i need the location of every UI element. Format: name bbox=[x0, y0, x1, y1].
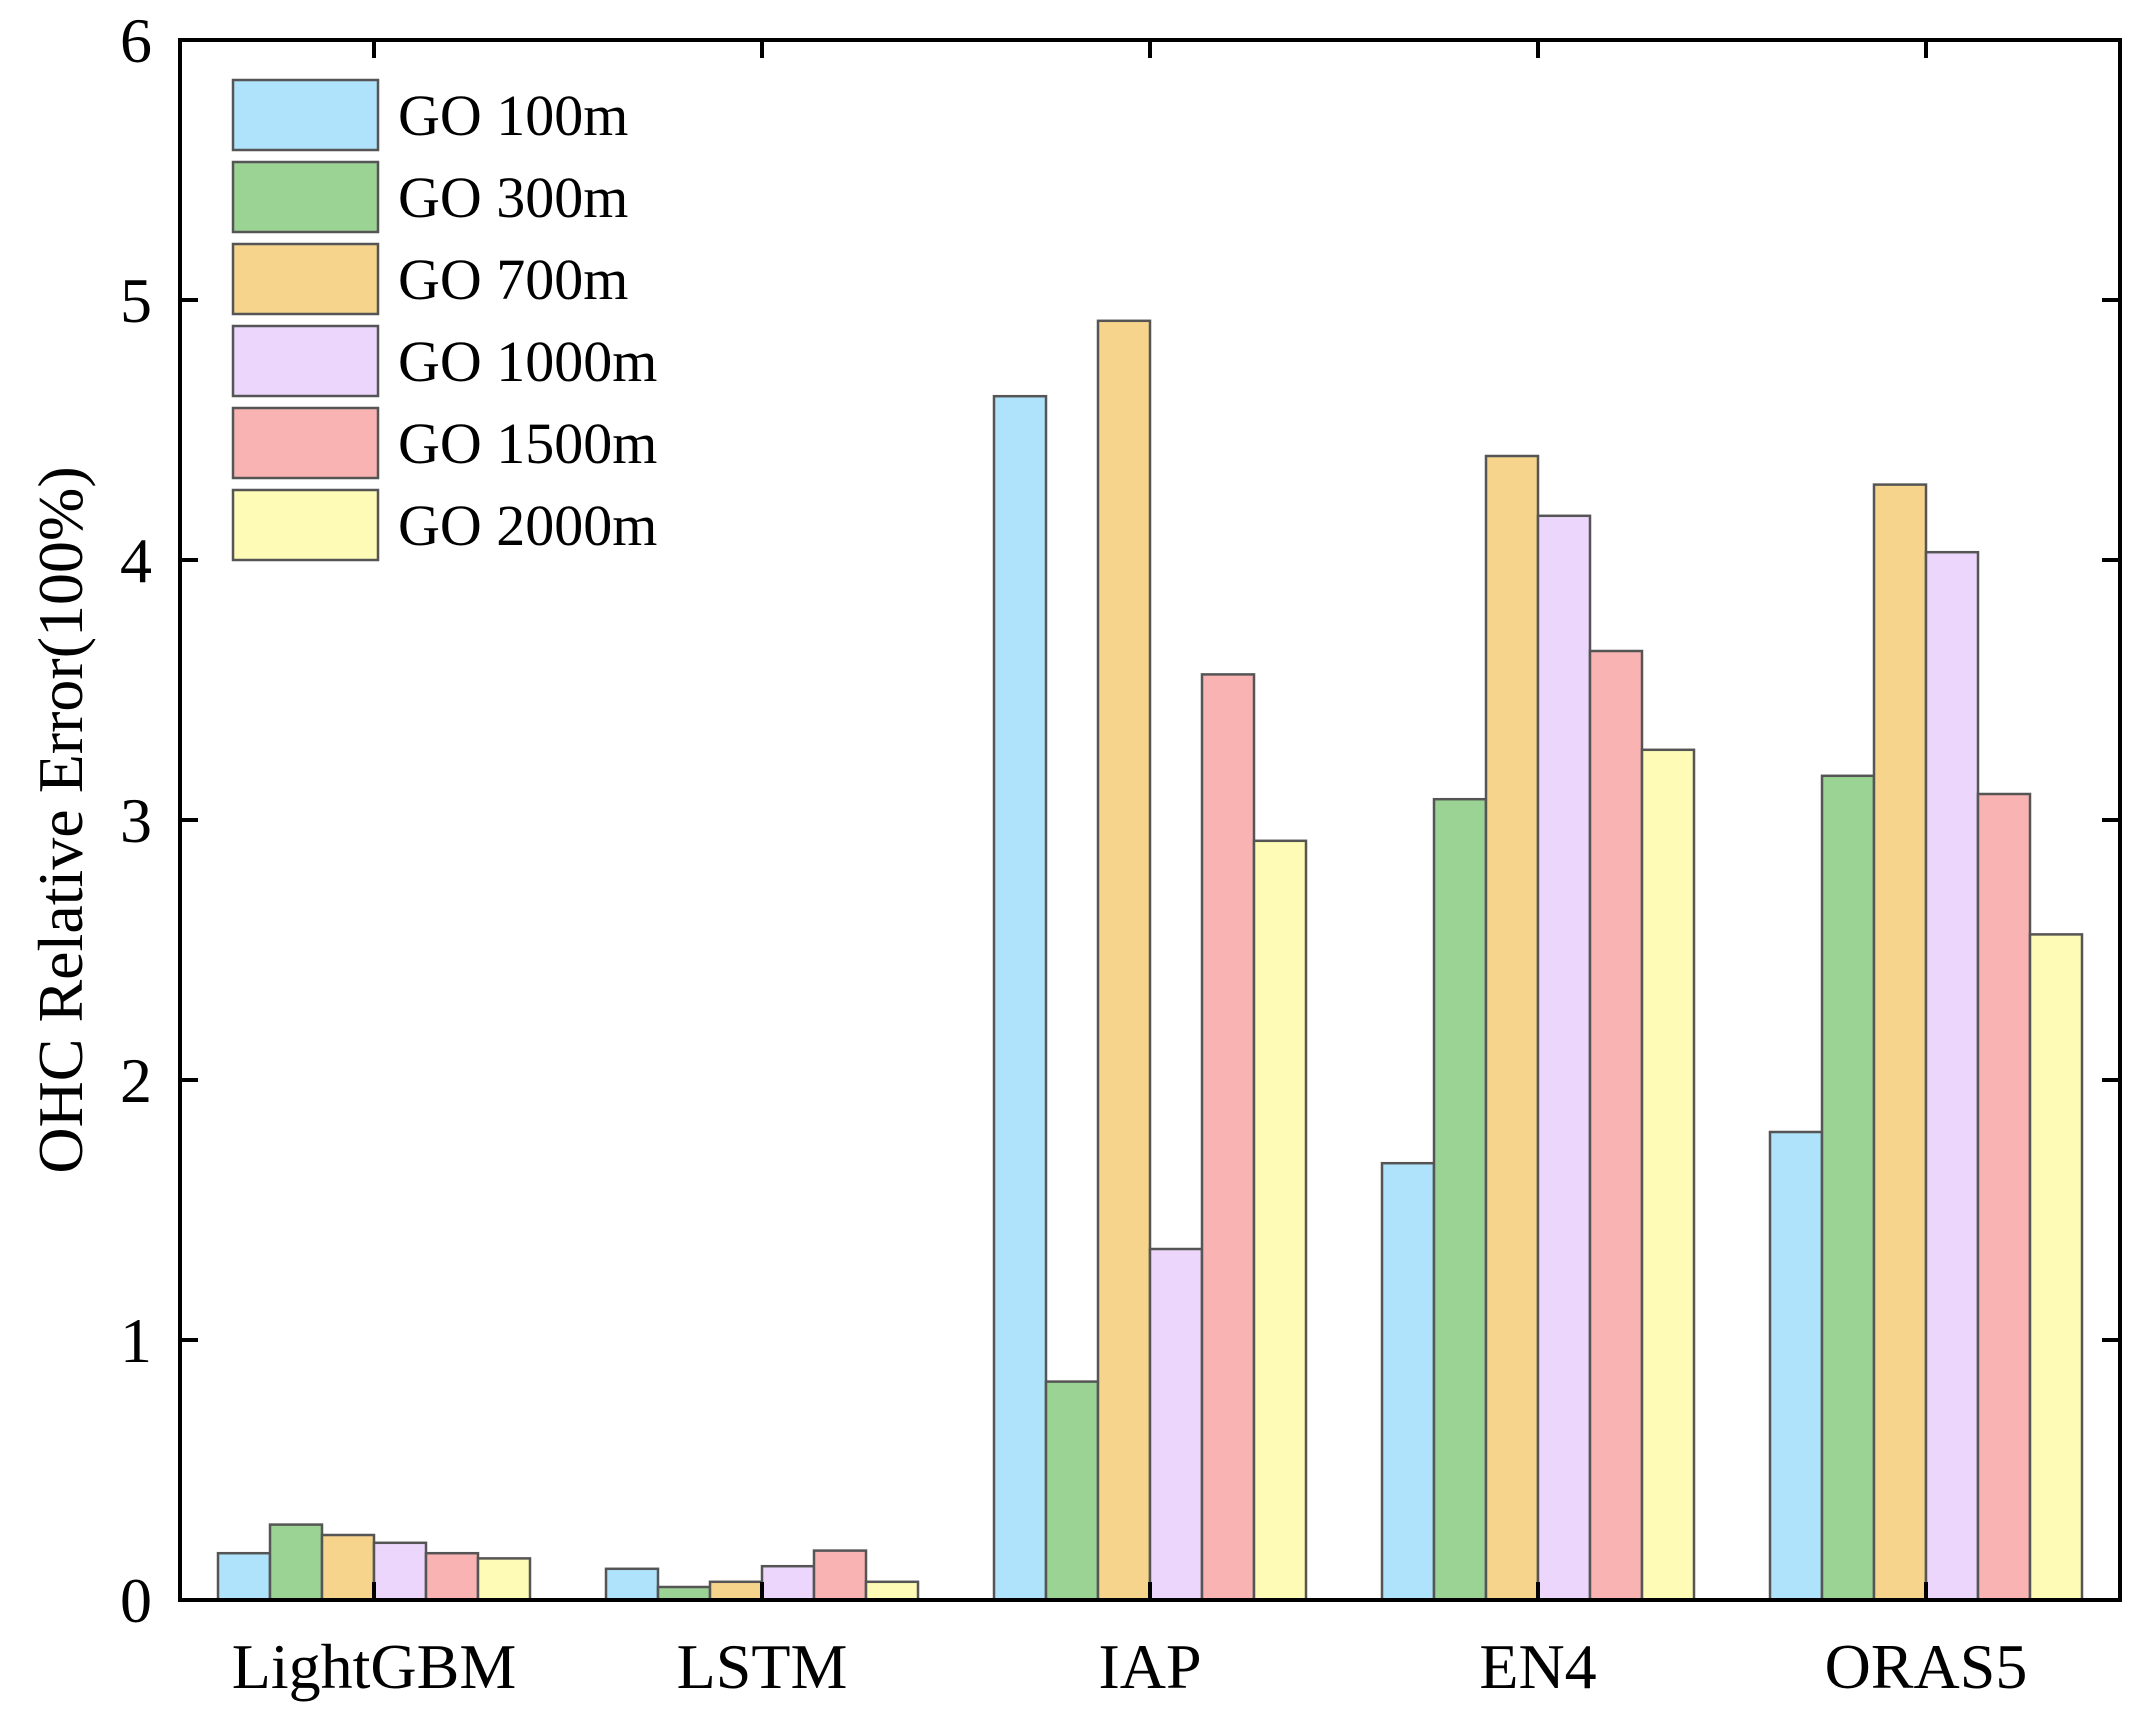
legend-swatch-go-300m bbox=[231, 160, 380, 234]
bar-iap-go-300m bbox=[1044, 1380, 1100, 1602]
legend-swatch-go-100m bbox=[231, 78, 380, 152]
y-axis-title: OHC Relative Error(100%) bbox=[25, 466, 96, 1173]
legend-swatch-go-2000m bbox=[231, 488, 380, 562]
bar-oras5-go-300m bbox=[1820, 774, 1876, 1602]
bar-en4-go-300m bbox=[1432, 797, 1488, 1602]
legend-label-go-100m: GO 100m bbox=[398, 83, 628, 148]
y-tick-label-4: 4 bbox=[120, 525, 152, 596]
y-tick-label-0: 0 bbox=[120, 1565, 152, 1636]
legend-label-go-2000m: GO 2000m bbox=[398, 493, 657, 558]
bar-en4-go-2000m bbox=[1640, 748, 1696, 1602]
bar-oras5-go-100m bbox=[1768, 1130, 1824, 1602]
bar-lstm-go-700m bbox=[708, 1580, 764, 1602]
bar-en4-go-700m bbox=[1484, 454, 1540, 1602]
legend-label-go-1000m: GO 1000m bbox=[398, 329, 657, 394]
x-tick-label-lightgbm: LightGBM bbox=[232, 1631, 516, 1702]
legend-swatch-go-1500m bbox=[231, 406, 380, 480]
bar-en4-go-1000m bbox=[1536, 514, 1592, 1602]
bar-lstm-go-1000m bbox=[760, 1564, 816, 1602]
legend-swatch-go-700m bbox=[231, 242, 380, 316]
bar-lstm-go-100m bbox=[604, 1567, 660, 1602]
y-axis: 0 1 2 3 4 5 6 bbox=[120, 5, 2120, 1636]
bar-lstm-go-2000m bbox=[864, 1580, 920, 1602]
bar-iap-go-2000m bbox=[1252, 839, 1308, 1602]
y-tick-label-2: 2 bbox=[120, 1045, 152, 1116]
bar-iap-go-1500m bbox=[1200, 673, 1256, 1602]
legend-label-go-1500m: GO 1500m bbox=[398, 411, 657, 476]
legend-label-go-300m: GO 300m bbox=[398, 165, 628, 230]
bar-lightgbm-go-2000m bbox=[476, 1557, 532, 1602]
x-tick-label-en4: EN4 bbox=[1479, 1631, 1596, 1702]
legend: GO 100m GO 300m GO 700m GO 1000m GO 1500m GO … bbox=[231, 78, 657, 562]
y-tick-label-3: 3 bbox=[120, 785, 152, 856]
bar-iap-go-1000m bbox=[1148, 1247, 1204, 1602]
bar-lightgbm-go-700m bbox=[320, 1533, 376, 1602]
bar-lightgbm-go-100m bbox=[216, 1551, 272, 1602]
bars-layer bbox=[216, 319, 2084, 1602]
bar-iap-go-700m bbox=[1096, 319, 1152, 1602]
bar-iap-go-100m bbox=[992, 394, 1048, 1602]
y-tick-label-1: 1 bbox=[120, 1305, 152, 1376]
bar-lightgbm-go-300m bbox=[268, 1523, 324, 1602]
bar-en4-go-1500m bbox=[1588, 649, 1644, 1602]
x-tick-label-oras5: ORAS5 bbox=[1825, 1631, 2028, 1702]
bar-lightgbm-go-1500m bbox=[424, 1551, 480, 1602]
legend-label-go-700m: GO 700m bbox=[398, 247, 628, 312]
bar-lstm-go-1500m bbox=[812, 1549, 868, 1602]
x-tick-label-lstm: LSTM bbox=[677, 1631, 848, 1702]
bar-oras5-go-1500m bbox=[1976, 792, 2032, 1602]
bar-oras5-go-700m bbox=[1872, 483, 1928, 1602]
legend-swatch-go-1000m bbox=[231, 324, 380, 398]
bar-en4-go-100m bbox=[1380, 1161, 1436, 1602]
x-axis: LightGBM LSTM IAP EN4 ORAS5 bbox=[232, 40, 2028, 1702]
x-tick-label-iap: IAP bbox=[1098, 1631, 1201, 1702]
y-tick-label-6: 6 bbox=[120, 5, 152, 76]
bar-oras5-go-2000m bbox=[2028, 933, 2084, 1602]
bar-lightgbm-go-1000m bbox=[372, 1541, 428, 1602]
y-tick-label-5: 5 bbox=[120, 265, 152, 336]
bar-oras5-go-1000m bbox=[1924, 550, 1980, 1602]
